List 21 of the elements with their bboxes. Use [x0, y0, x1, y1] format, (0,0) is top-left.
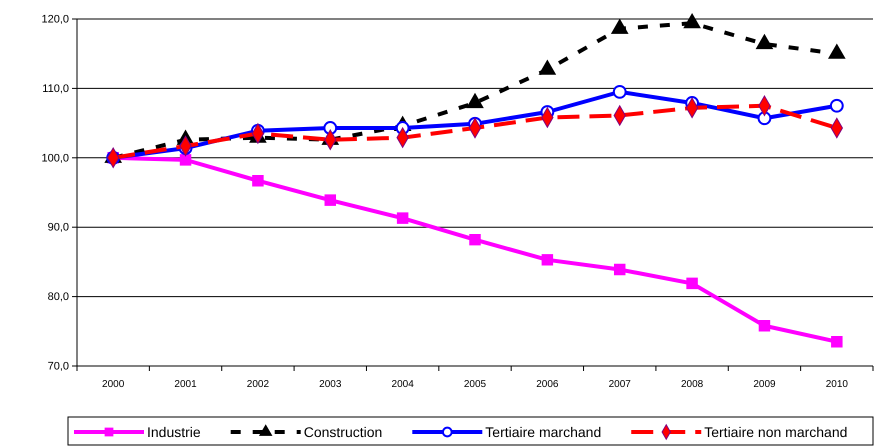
legend-label: Industrie	[147, 424, 201, 440]
x-tick-label: 2006	[536, 379, 559, 390]
y-tick-label: 100,0	[41, 152, 69, 164]
x-tick-label: 2010	[826, 379, 848, 390]
legend-label: Tertiaire non marchand	[704, 424, 848, 440]
legend-label: Tertiaire marchand	[485, 424, 602, 440]
x-tick-label: 2005	[464, 379, 487, 390]
x-tick-label: 2004	[392, 379, 414, 390]
y-tick-label: 70,0	[48, 360, 69, 373]
y-tick-label: 110,0	[42, 82, 69, 95]
x-tick-label: 2001	[174, 379, 198, 390]
legend-label: Construction	[304, 424, 382, 440]
y-tick-label: 120,0	[41, 14, 69, 26]
y-tick-label: 80,0	[48, 291, 69, 304]
y-tick-label: 90,0	[48, 222, 69, 234]
x-tick-label: 2007	[608, 379, 632, 390]
x-tick-label: 2000	[102, 379, 125, 390]
x-tick-label: 2003	[319, 379, 342, 390]
x-tick-label: 2002	[246, 379, 270, 390]
x-tick-label: 2009	[753, 379, 776, 390]
x-tick-label: 2008	[680, 379, 704, 390]
